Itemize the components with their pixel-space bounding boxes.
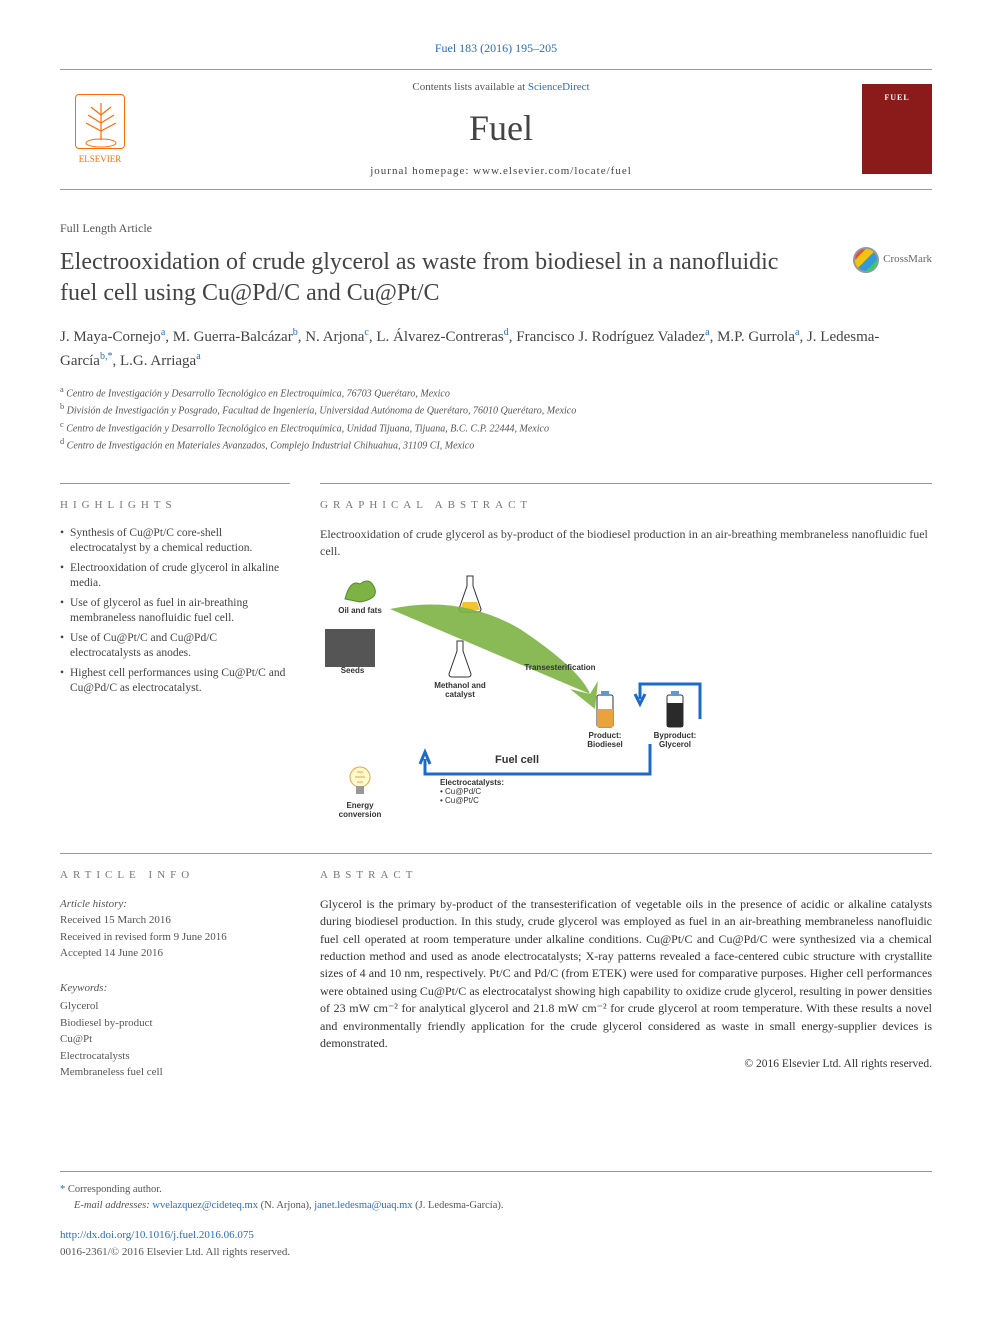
highlight-item: Use of glycerol as fuel in air-breathing…: [60, 596, 290, 627]
email-addresses-label: E-mail addresses:: [74, 1200, 150, 1211]
ga-electrocatalysts: Electrocatalysts: • Cu@Pd/C • Cu@Pt/C: [440, 779, 540, 805]
keyword: Glycerol: [60, 998, 290, 1015]
crossmark-widget[interactable]: CrossMark: [853, 247, 932, 273]
journal-homepage: journal homepage: www.elsevier.com/locat…: [140, 164, 862, 179]
history-line: Received 15 March 2016: [60, 912, 290, 929]
keyword: Biodiesel by-product: [60, 1015, 290, 1032]
author: Francisco J. Rodríguez Valadez: [516, 329, 705, 345]
info-abstract-row: ARTICLE INFO Article history: Received 1…: [60, 868, 932, 1080]
corresponding-author-label: Corresponding author.: [68, 1184, 162, 1195]
contents-line: Contents lists available at ScienceDirec…: [140, 80, 862, 95]
author: L. Álvarez-Contreras: [376, 329, 503, 345]
article-info-col: ARTICLE INFO Article history: Received 1…: [60, 868, 290, 1080]
highlights-heading: HIGHLIGHTS: [60, 498, 290, 513]
abstract-heading: ABSTRACT: [320, 868, 932, 883]
ga-seeds-text: Seeds: [325, 667, 380, 676]
author-affil-sup: a: [795, 327, 799, 338]
abstract-text: Glycerol is the primary by-product of th…: [320, 896, 932, 1053]
elsevier-tree-icon: [75, 94, 125, 149]
author-affil-sup: b,*: [100, 351, 113, 362]
crossmark-icon: [853, 247, 879, 273]
keyword: Electrocatalysts: [60, 1048, 290, 1065]
history-line: Received in revised form 9 June 2016: [60, 929, 290, 946]
author-affil-sup: c: [364, 327, 368, 338]
graphical-abstract-heading: GRAPHICAL ABSTRACT: [320, 498, 932, 513]
author: M. Guerra-Balcázar: [173, 329, 293, 345]
highlight-item: Synthesis of Cu@Pt/C core-shell electroc…: [60, 526, 290, 557]
author: M.P. Gurrola: [717, 329, 795, 345]
ga-blue-arrow-1: [630, 679, 720, 749]
ga-transesterification: Transesterification: [515, 664, 605, 673]
highlights-list: Synthesis of Cu@Pt/C core-shell electroc…: [60, 526, 290, 697]
abstract-col: ABSTRACT Glycerol is the primary by-prod…: [320, 868, 932, 1080]
email2-person: (J. Ledesma-García).: [413, 1200, 504, 1211]
title-row: Electrooxidation of crude glycerol as wa…: [60, 247, 932, 309]
graphical-abstract-col: GRAPHICAL ABSTRACT Electrooxidation of c…: [320, 483, 932, 829]
sciencedirect-link[interactable]: ScienceDirect: [528, 81, 590, 93]
highlights-ga-row: HIGHLIGHTS Synthesis of Cu@Pt/C core-she…: [60, 483, 932, 829]
author: N. Arjona: [305, 329, 364, 345]
top-citation: Fuel 183 (2016) 195–205: [60, 40, 932, 57]
ga-energy-text: Energy conversion: [330, 802, 390, 820]
article-title: Electrooxidation of crude glycerol as wa…: [60, 247, 820, 309]
highlight-item: Electrooxidation of crude glycerol in al…: [60, 561, 290, 592]
author-affil-sup: b: [293, 327, 298, 338]
highlights-col: HIGHLIGHTS Synthesis of Cu@Pt/C core-she…: [60, 483, 290, 829]
email-link-2[interactable]: janet.ledesma@uaq.mx: [314, 1200, 412, 1211]
keyword: Membraneless fuel cell: [60, 1064, 290, 1081]
doi-link[interactable]: http://dx.doi.org/10.1016/j.fuel.2016.06…: [60, 1229, 254, 1241]
history-line: Accepted 14 June 2016: [60, 945, 290, 962]
article-info-heading: ARTICLE INFO: [60, 868, 290, 883]
keyword: Cu@Pt: [60, 1031, 290, 1048]
highlight-item: Use of Cu@Pt/C and Cu@Pd/C electrocataly…: [60, 631, 290, 662]
journal-cover-thumb[interactable]: FUEL: [862, 84, 932, 174]
article-type: Full Length Article: [60, 220, 932, 237]
keywords-label: Keywords:: [60, 980, 290, 997]
affiliation: a Centro de Investigación y Desarrollo T…: [60, 384, 932, 401]
author-affil-sup: a: [196, 351, 200, 362]
email-link-1[interactable]: wvelazquez@cideteq.mx: [152, 1200, 258, 1211]
issn-copyright: 0016-2361/© 2016 Elsevier Ltd. All right…: [60, 1244, 932, 1261]
author-affil-sup: d: [504, 327, 509, 338]
elsevier-logo[interactable]: ELSEVIER: [60, 84, 140, 174]
keywords-block: Keywords: GlycerolBiodiesel by-productCu…: [60, 980, 290, 1081]
author: L.G. Arriaga: [120, 353, 196, 369]
author-list: J. Maya-Cornejoa, M. Guerra-Balcázarb, N…: [60, 325, 932, 372]
crossmark-label: CrossMark: [883, 252, 932, 267]
ga-green-arrow: [380, 599, 600, 719]
article-history-label: Article history:: [60, 896, 290, 913]
email1-person: (N. Arjona),: [258, 1200, 314, 1211]
ga-seeds: Seeds: [325, 629, 380, 676]
masthead-center: Contents lists available at ScienceDirec…: [140, 80, 862, 179]
star-icon: *: [60, 1184, 65, 1195]
contents-prefix: Contents lists available at: [412, 81, 527, 93]
author: J. Maya-Cornejo: [60, 329, 161, 345]
ga-biodiesel: Product: Biodiesel: [580, 689, 630, 749]
section-separator: [60, 853, 932, 854]
highlight-item: Highest cell performances using Cu@Pt/C …: [60, 666, 290, 697]
author-affil-sup: a: [161, 327, 165, 338]
affiliation: d Centro de Investigación en Materiales …: [60, 436, 932, 453]
graphical-abstract-caption: Electrooxidation of crude glycerol as by…: [320, 526, 932, 560]
footer-block: * Corresponding author. E-mail addresses…: [60, 1171, 932, 1261]
ga-ec2: • Cu@Pt/C: [440, 797, 540, 806]
journal-name: Fuel: [140, 103, 862, 153]
abstract-copyright: © 2016 Elsevier Ltd. All rights reserved…: [320, 1056, 932, 1072]
journal-masthead: ELSEVIER Contents lists available at Sci…: [60, 69, 932, 190]
affiliations: a Centro de Investigación y Desarrollo T…: [60, 384, 932, 453]
article-history: Article history: Received 15 March 2016R…: [60, 896, 290, 962]
graphical-abstract-figure: Oil and fats Seeds Methanol and catalyst…: [320, 569, 740, 829]
author-affil-sup: a: [705, 327, 709, 338]
ga-energy: Energy conversion: [330, 764, 390, 819]
affiliation: b División de Investigación y Posgrado, …: [60, 401, 932, 418]
publisher-label: ELSEVIER: [79, 153, 122, 166]
affiliation: c Centro de Investigación y Desarrollo T…: [60, 419, 932, 436]
